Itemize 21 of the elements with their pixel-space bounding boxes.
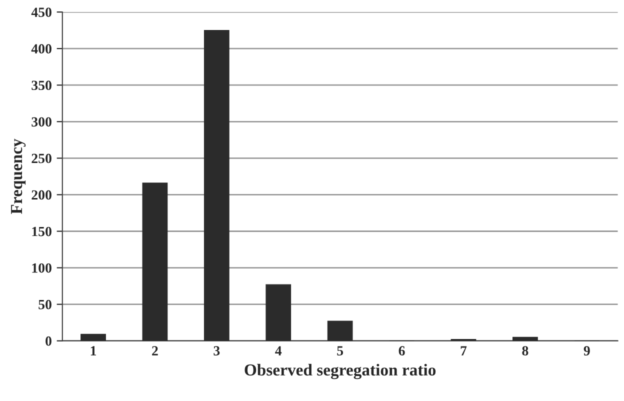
y-tick-label: 50 bbox=[38, 300, 52, 310]
y-tick-label: 450 bbox=[31, 8, 52, 17]
x-tick-label: 8 bbox=[522, 346, 528, 356]
y-tick-label: 400 bbox=[31, 44, 52, 54]
y-tick-label: 100 bbox=[32, 263, 52, 273]
y-tick-label: 200 bbox=[32, 190, 52, 200]
y-axis-title: Frequency bbox=[11, 138, 26, 214]
y-tick-label: 350 bbox=[32, 80, 52, 90]
x-tick-label: 2 bbox=[152, 346, 158, 356]
x-tick-label: 1 bbox=[90, 346, 96, 356]
y-tick-label: 0 bbox=[46, 336, 52, 346]
x-tick-label: 9 bbox=[584, 346, 590, 356]
x-tick-label: 5 bbox=[337, 346, 344, 356]
y-tick-label: 300 bbox=[32, 117, 52, 127]
y-tick-label: 250 bbox=[32, 154, 52, 164]
y-tick-label: 150 bbox=[32, 226, 52, 236]
x-tick-label: 7 bbox=[460, 346, 467, 356]
x-axis-title: Observed segregation ratio bbox=[244, 364, 436, 380]
x-tick-label: 4 bbox=[275, 346, 282, 356]
x-tick-label: 3 bbox=[214, 346, 220, 356]
x-tick-label: 6 bbox=[398, 346, 405, 356]
